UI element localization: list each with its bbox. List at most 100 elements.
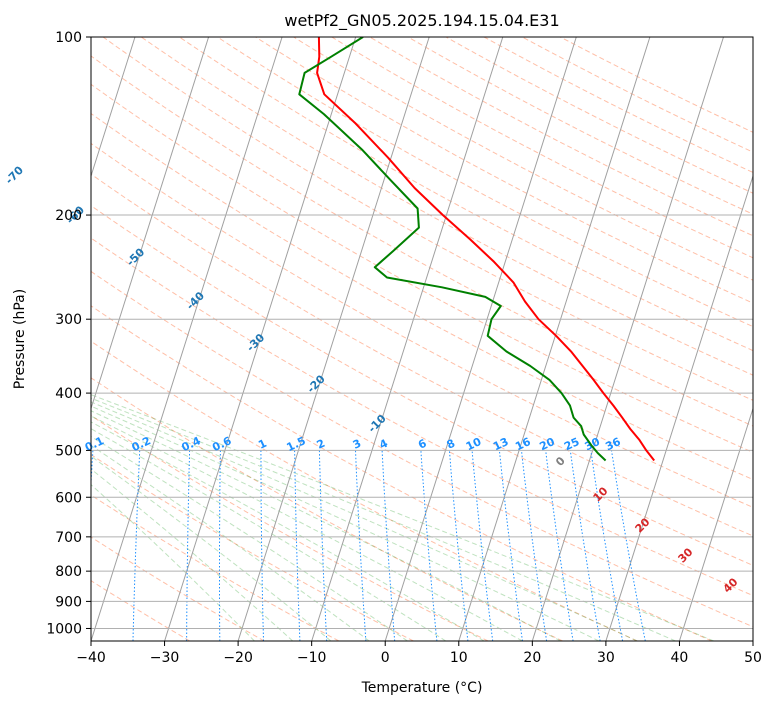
dry-adiabat-line [445,37,753,194]
moist-adiabat-line [91,421,485,641]
mixing-ratio-label: 16 [513,435,533,453]
plot-frame [90,36,754,642]
x-tick-label: −40 [76,650,106,666]
x-tick-label: −20 [223,650,253,666]
isotherm-line [311,37,504,641]
dry-adiabat-line [407,37,753,215]
mixing-ratio-line [318,450,328,641]
dry-adiabat-line [560,37,753,133]
dry-adiabat-line [217,37,753,328]
mixing-ratio-line [355,450,367,641]
isotherm-labels: -100-90-80-70-60-50-40-30-20-10 [3,163,389,435]
isotherm-label: -30 [244,331,267,354]
isotherm-line [384,37,577,641]
dry-adiabat-line [91,142,753,508]
y-tick-label: 200 [55,208,82,224]
moist-adiabat-line [91,410,561,641]
dry-adiabat-line [91,414,489,641]
isotherm-line [752,639,753,641]
y-tick-label: 600 [55,490,82,506]
dry-adiabat-line [331,37,753,259]
isotherm-line [91,37,136,178]
x-tick-label: −10 [297,650,327,666]
isotherm-label: -40 [184,289,207,312]
y-tick-label: 900 [55,594,82,610]
moist-adiabat-line [91,394,714,641]
dry-adiabat-line [483,37,753,173]
pressure-grid [91,37,753,629]
isotherm-label: -70 [3,163,26,186]
y-tick-label: 700 [55,530,82,546]
mixing-ratio-label: 10 [464,435,484,453]
mixing-ratio-line [448,450,469,641]
mixing-ratio-line [611,450,646,641]
mixing-ratio-line [471,450,494,641]
y-tick-label: 800 [55,564,82,580]
dry-adiabat-line [91,112,753,481]
dry-adiabat-line [91,55,753,427]
moist-adiabat-line [91,484,255,641]
dry-adiabat-line [179,37,753,352]
isotherm-line [237,37,430,641]
y-axis: 1000 900 800 700 600 500 400 300 200 100 [46,30,91,637]
mixing-ratio-label: 0.2 [130,434,153,454]
y-tick-label: 300 [55,312,82,328]
isotherm-label: -50 [124,245,147,268]
moist-adiabat-line [91,468,294,641]
mixing-ratio-line [569,450,601,641]
profile-series [298,37,655,462]
mixing-ratio-line [294,450,301,641]
y-tick-label: 1000 [46,621,82,637]
isotherm-line [605,174,753,641]
x-axis: −40 −30 −20 −10 0 10 20 30 40 50 [76,641,762,666]
x-tick-label: 30 [597,650,615,666]
moist-adiabat-line [91,428,447,641]
dry-adiabat-label: 20 [633,515,653,535]
mixing-ratio-label: 20 [537,435,557,453]
temperature-profile [316,37,655,462]
dry-adiabat-line [91,270,753,628]
mixing-ratio-label: 6 [416,437,429,452]
dry-adiabat-line [102,37,753,401]
mixing-ratio-line [381,450,396,641]
mixing-ratio-line [132,450,141,641]
mixing-ratio-line [545,450,574,641]
chart-title: wetPf2_GN05.2025.194.15.04.E31 [284,11,559,31]
mixing-ratio-label: 3 [351,437,363,452]
isotherm-line [91,37,283,641]
isotherm-line [164,37,357,641]
dry-adiabat-line [91,205,753,566]
mixing-ratio-label: 25 [562,435,581,453]
mixing-ratio-line [420,450,438,641]
moist-adiabat-line [91,397,676,641]
y-tick-label: 400 [55,386,82,402]
mixing-ratio-label: 36 [603,435,623,453]
mixing-ratio-labels: 0.1 0.2 0.4 0.6 1 1.5 2 3 4 6 8 10 13 16 20 25 30 36 [83,434,623,454]
y-tick-label: 100 [55,30,82,46]
y-tick-label: 500 [55,443,82,459]
mixing-ratio-line [260,450,264,641]
x-tick-label: 50 [744,650,762,666]
dry-adiabat-label: 30 [676,545,696,565]
moist-adiabat-line [91,455,332,641]
mixing-ratio-label: 1 [256,437,268,452]
isotherm-line [0,37,62,641]
dry-adiabat-line [91,580,190,641]
dry-adiabat-label: 40 [721,575,741,595]
mixing-ratio-label: 8 [445,437,457,452]
mixing-ratio-line [521,450,548,641]
dry-adiabat-line [91,377,563,641]
x-tick-label: 0 [381,650,390,666]
dry-adiabat-line [91,340,638,641]
dry-adiabat-line [91,454,414,641]
mixing-ratio-label: 1.5 [285,434,308,454]
x-tick-label: 10 [450,650,468,666]
x-tick-label: 20 [523,650,541,666]
moist-adiabat-line [91,405,600,641]
dry-adiabat-line [293,37,753,281]
y-axis-label: Pressure (hPa) [12,289,28,389]
x-tick-label: 40 [671,650,689,666]
isotherm-label: -20 [305,372,328,395]
mixing-ratio-label: 2 [315,437,327,452]
